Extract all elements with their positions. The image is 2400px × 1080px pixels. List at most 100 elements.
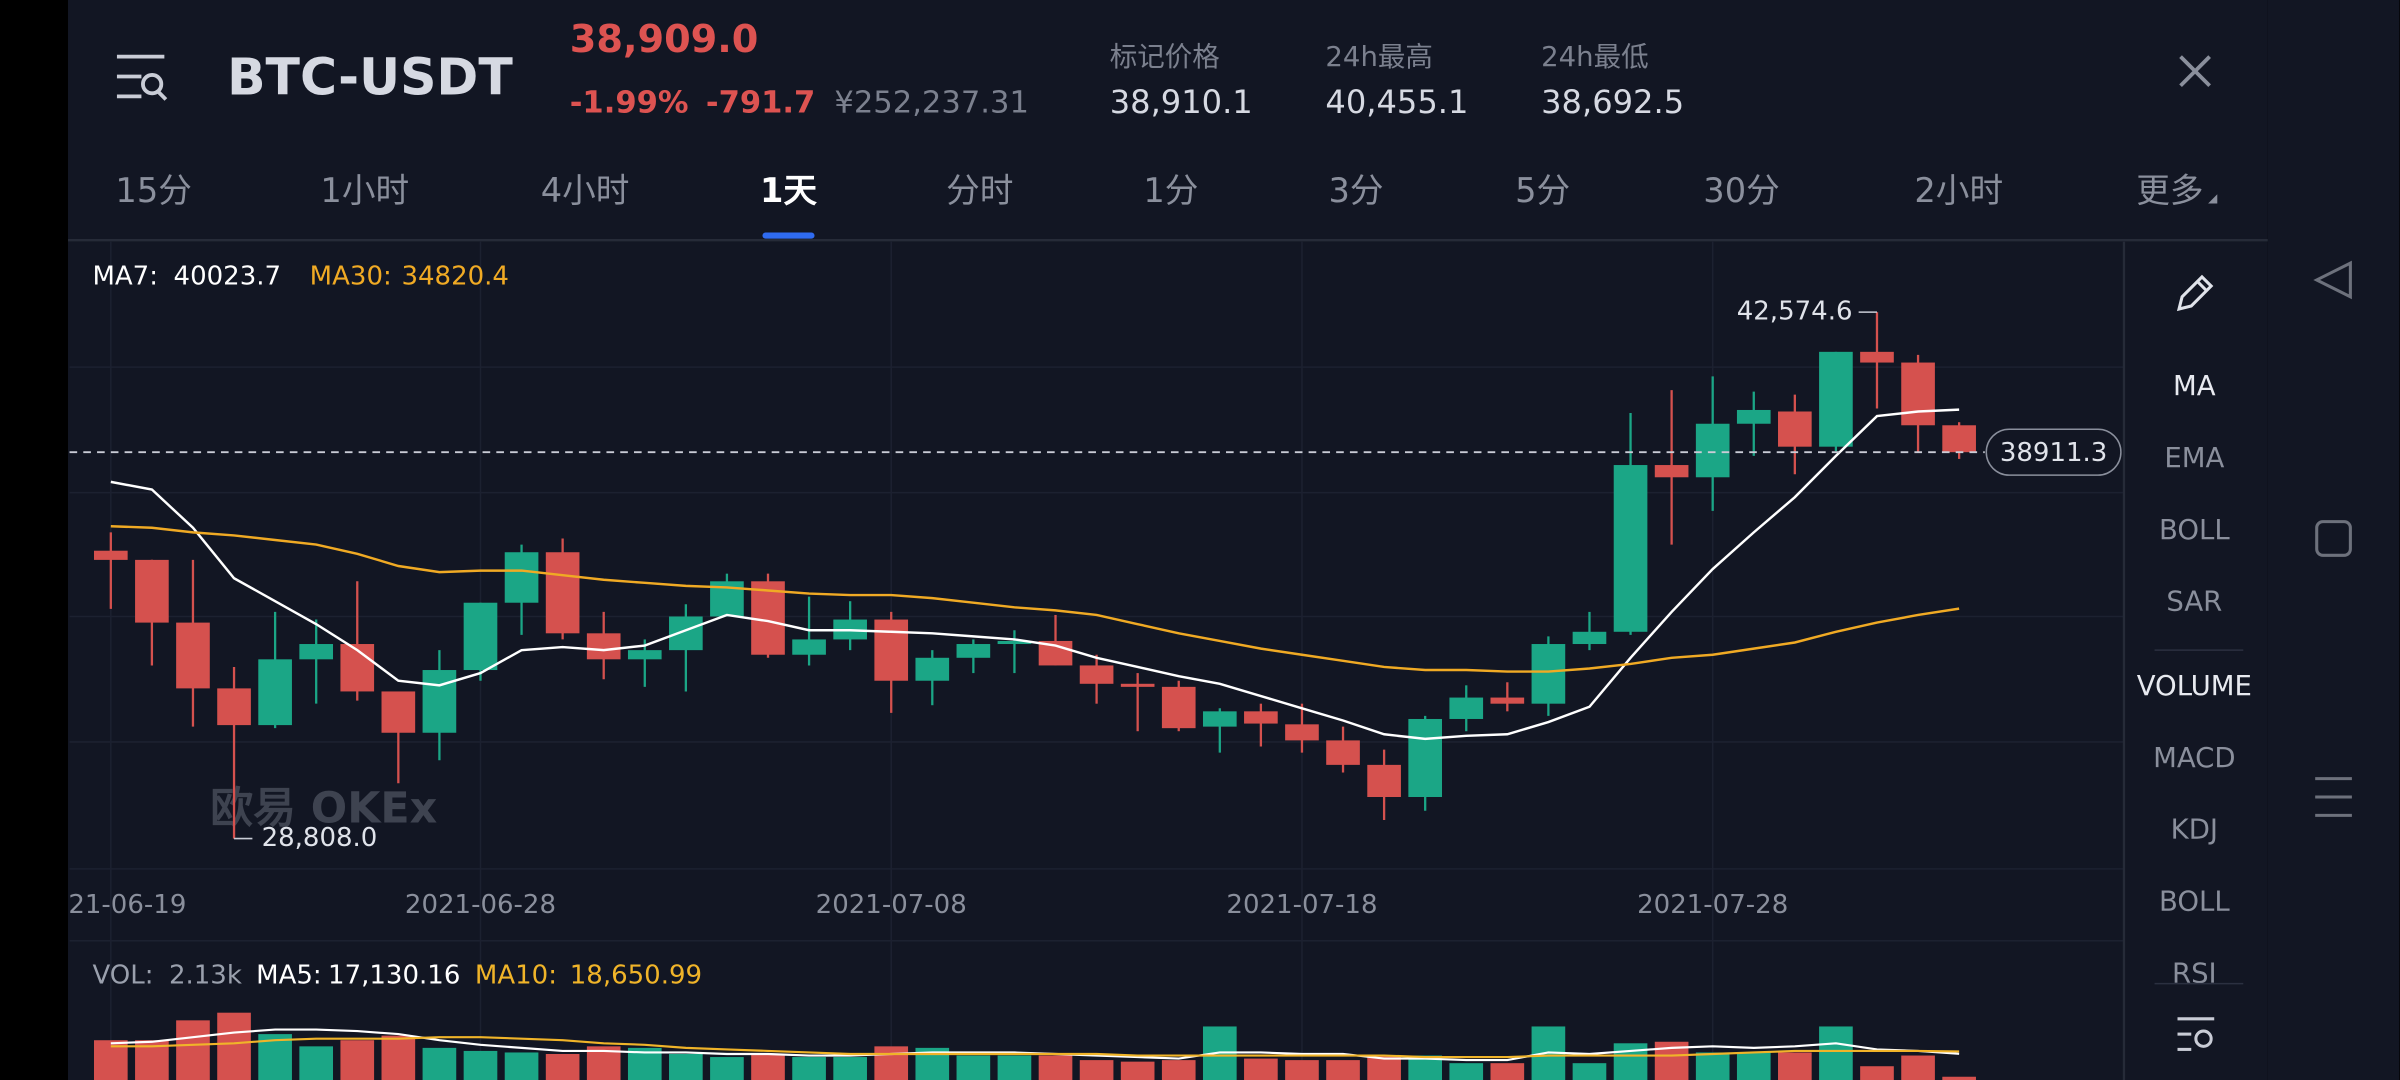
candle-body <box>1572 631 1607 645</box>
indicator-option[interactable]: VOLUME <box>2137 670 2252 702</box>
legend-value: 17,130.16 <box>328 960 460 990</box>
volume-bar <box>1120 1061 1155 1080</box>
volume-bar <box>1285 1060 1319 1080</box>
volume-bar <box>1490 1063 1525 1080</box>
volume-bar <box>1161 1060 1196 1080</box>
tab[interactable]: 1分 <box>1143 171 1198 210</box>
candle-body <box>1490 697 1525 704</box>
tab[interactable]: 3分 <box>1329 171 1384 210</box>
legend: MA7: 40023.7 MA30: 34820.4 VOL: 2.13k MA5: 17,1… <box>92 261 702 990</box>
volume-bar <box>792 1057 826 1080</box>
candle-body <box>381 691 416 733</box>
candle-body <box>1654 465 1689 478</box>
candle-body <box>258 659 292 726</box>
annotation-label: 42,574.6 <box>1737 297 1853 327</box>
volume-bar <box>340 1040 375 1080</box>
tabs: 15分 1小时 4小时 1天 分时 1分 3分 5分 30分 2小时 更多 <box>115 171 2218 239</box>
candle-body <box>299 644 334 660</box>
volume-bar <box>504 1052 539 1080</box>
candle-body <box>874 619 909 681</box>
candle-body <box>669 616 703 651</box>
volume-bar <box>1244 1058 1278 1080</box>
grid <box>69 366 2124 942</box>
last-price-box <box>1985 428 2122 476</box>
close-icon[interactable] <box>2179 55 2211 88</box>
candle-body <box>176 622 210 689</box>
volume-bar <box>669 1053 703 1080</box>
indicator-option[interactable]: KDJ <box>2171 814 2218 846</box>
legend-name: MA5: <box>256 960 322 990</box>
volume-bar <box>1942 1076 1976 1080</box>
nav-back[interactable] <box>2313 260 2352 300</box>
volume-bar <box>710 1057 744 1080</box>
candle-body <box>1367 764 1401 797</box>
indicator-option[interactable]: SAR <box>2166 586 2222 618</box>
app-background <box>67 0 2268 1080</box>
indicator-option[interactable]: MA <box>2173 370 2216 402</box>
candle-body <box>1326 740 1360 765</box>
pair: BTC-USDT <box>227 48 513 107</box>
volume-bar <box>217 1012 251 1080</box>
legend-value: 2.13k <box>169 960 242 990</box>
volume-bar <box>1778 1052 1812 1080</box>
volume-bar <box>1819 1026 1853 1080</box>
legend-value: 18,650.99 <box>570 960 702 990</box>
volume-bar <box>1572 1063 1607 1080</box>
volume-bar <box>1079 1060 1114 1080</box>
tab[interactable]: 30分 <box>1703 171 1779 210</box>
candle-body <box>1202 711 1237 727</box>
indicator-option[interactable]: MACD <box>2153 742 2235 774</box>
tab[interactable]: 更多 <box>2136 171 2203 210</box>
tab[interactable]: 4小时 <box>541 171 630 210</box>
indicator-option[interactable]: RSI <box>2172 957 2217 989</box>
legend-value: 40023.7 <box>174 261 282 291</box>
volume-bar <box>299 1046 334 1080</box>
candle-body <box>1901 362 1935 426</box>
tab[interactable]: 1小时 <box>320 171 409 210</box>
x-tick-label: 2021-07-08 <box>816 890 967 920</box>
stat-value: 38,692.5 <box>1541 83 1684 121</box>
change: -791.7 <box>706 86 815 121</box>
legend-name: MA10: <box>475 960 557 990</box>
x-tick-label: 2021-06-28 <box>405 890 556 920</box>
tab[interactable]: 15分 <box>115 171 191 210</box>
nav-bar <box>2267 0 2400 1080</box>
settings-icon[interactable] <box>2177 1017 2215 1051</box>
volume-bar <box>545 1053 580 1080</box>
stat-label: 24h最低 <box>1541 41 1648 73</box>
legend-value: 34820.4 <box>401 261 509 291</box>
candle-body <box>1860 351 1894 363</box>
stat-label: 24h最高 <box>1325 41 1432 73</box>
candle-body <box>1120 683 1155 687</box>
legend-name: VOL: <box>92 960 153 990</box>
volume-bar <box>1695 1052 1730 1080</box>
candle-body <box>751 581 785 655</box>
candle-body <box>422 670 457 733</box>
candle-body <box>627 650 662 660</box>
stats: 标记价格 38,910.1 24h最高 40,455.1 24h最低 38,692.5 <box>1110 41 1684 121</box>
indicator-option[interactable]: EMA <box>2164 442 2224 474</box>
volume-bar <box>1449 1063 1484 1080</box>
candle-body <box>1819 351 1853 447</box>
tab[interactable]: 1天 <box>760 171 817 210</box>
draw-tool[interactable] <box>2176 274 2214 312</box>
candle-body <box>586 633 621 660</box>
volume-ma-line <box>110 1036 1960 1059</box>
indicator-option[interactable]: BOLL <box>2159 886 2230 918</box>
side-menu: MA EMA BOLL SAR VOLUME MACD KDJ BOLL RSI <box>2137 370 2252 989</box>
nav-recent[interactable] <box>2315 777 2352 817</box>
stat-value: 40,455.1 <box>1325 83 1468 121</box>
volume-bar <box>422 1047 457 1080</box>
tab[interactable]: 分时 <box>946 171 1013 210</box>
tab[interactable]: 5分 <box>1515 171 1570 210</box>
nav-home[interactable] <box>2315 520 2352 557</box>
tab[interactable]: 2小时 <box>1914 171 2003 210</box>
ma-line <box>110 408 1960 741</box>
menu-icon[interactable] <box>116 54 168 101</box>
indicator-option[interactable]: BOLL <box>2159 514 2230 546</box>
candle-body <box>1449 697 1484 719</box>
volume-bar <box>176 1020 210 1080</box>
candle-body <box>93 550 128 560</box>
